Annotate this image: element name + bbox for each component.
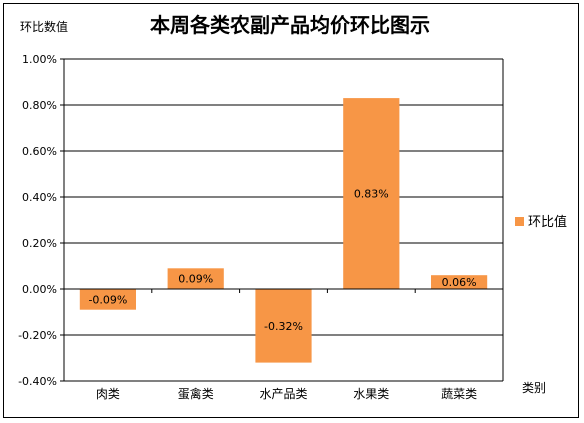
category-label: 蔬菜类 <box>441 387 477 401</box>
y-tick-labels: 1.00% 0.80% 0.60% 0.40% 0.20% 0.00% -0.20% -0.4… <box>18 53 57 388</box>
y-tick-label: 0.20% <box>22 237 57 250</box>
y-tick-label: -0.40% <box>18 375 57 388</box>
y-tick-label: 0.40% <box>22 191 57 204</box>
data-label: 0.83% <box>354 188 389 201</box>
x-axis-label: 类别 <box>522 381 546 395</box>
data-label: 0.09% <box>178 273 213 286</box>
bar-1 <box>79 289 136 310</box>
bar-5 <box>431 275 488 289</box>
y-tick-label: 0.00% <box>22 283 57 296</box>
category-label: 蛋禽类 <box>178 386 214 401</box>
category-label: 水产品类 <box>259 387 307 401</box>
category-label: 水果类 <box>353 387 389 401</box>
legend: 环比值 <box>515 214 567 230</box>
category-label: 肉类 <box>96 387 120 401</box>
data-label: -0.09% <box>88 293 127 306</box>
y-tick-label: -0.20% <box>18 329 57 342</box>
bar-2 <box>167 268 224 289</box>
y-axis-label: 环比数值 <box>20 19 68 34</box>
y-tick-label: 1.00% <box>22 53 57 66</box>
bar-4 <box>343 98 400 289</box>
category-labels: 肉类 蛋禽类 水产品类 水果类 蔬菜类 <box>96 386 477 401</box>
bar-3 <box>255 289 312 363</box>
y-tick-label: 0.60% <box>22 145 57 158</box>
data-label: -0.32% <box>264 320 303 333</box>
legend-swatch <box>515 217 524 226</box>
chart-title: 本周各类农副产品均价环比图示 <box>150 13 430 37</box>
bars <box>79 98 488 363</box>
legend-label: 环比值 <box>528 214 567 230</box>
y-tick-label: 0.80% <box>22 99 57 112</box>
data-label: 0.06% <box>442 276 477 289</box>
axes <box>63 59 504 381</box>
data-labels: -0.09% 0.09% -0.32% 0.83% 0.06% <box>88 188 476 333</box>
